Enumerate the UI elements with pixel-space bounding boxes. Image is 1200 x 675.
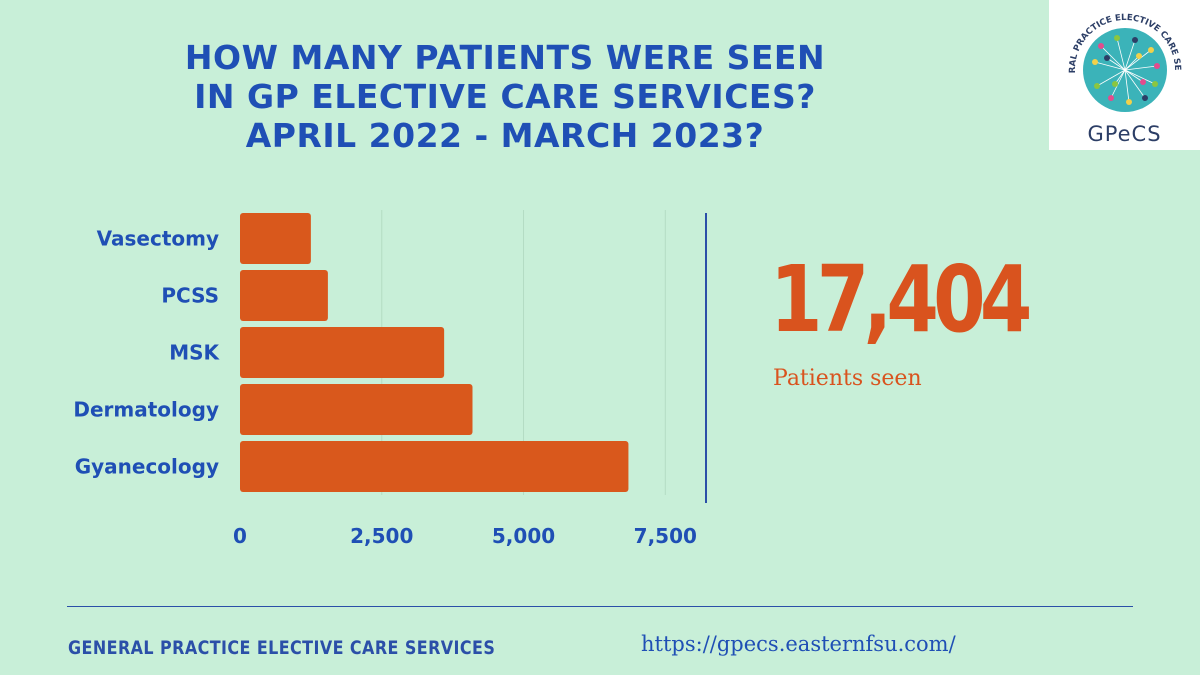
logo-dot-2	[1114, 35, 1120, 41]
category-label-vasectomy: Vasectomy	[97, 227, 219, 251]
logo-spoke-2	[1116, 37, 1126, 71]
logo-spoke-4	[1124, 49, 1152, 71]
logo-dot-14	[1112, 81, 1118, 87]
page-title: HOW MANY PATIENTS WERE SEEN IN GP ELECTI…	[100, 38, 910, 155]
logo-dot-0	[1092, 59, 1098, 65]
logo-spoke-8	[1124, 69, 1130, 103]
logo-spoke-5	[1124, 65, 1158, 71]
chart-bars	[240, 213, 629, 492]
total-patients-caption: Patients seen	[773, 366, 922, 391]
logo-spoke-0	[1094, 61, 1126, 71]
logo-dot-11	[1104, 55, 1110, 61]
bar-msk	[240, 327, 445, 378]
gpecs-logo-mark: GENERAL PRACTICE ELECTIVE CARE SERVICE	[1045, 0, 1182, 112]
x-tick-label-2: 5,000	[492, 524, 555, 548]
logo-spokes	[1092, 35, 1160, 105]
logo-wordmark: GPeCS	[1087, 122, 1162, 146]
bar-vasectomy	[240, 213, 311, 264]
footer-divider	[67, 606, 1133, 607]
logo-dot-5	[1154, 63, 1160, 69]
logo-dot-12	[1136, 53, 1142, 59]
logo-spoke-3	[1124, 39, 1136, 71]
logo-dot-10	[1094, 83, 1100, 89]
footer-url-link[interactable]: https://gpecs.easternfsu.com/	[641, 632, 956, 656]
bar-dermatology	[240, 384, 473, 435]
x-tick-label-3: 7,500	[634, 524, 697, 548]
logo-spoke-1	[1100, 45, 1126, 71]
chart-category-labels: Vasectomy PCSS MSK Dermatology Gyanecology	[73, 227, 220, 479]
logo-dot-13	[1140, 79, 1146, 85]
logo-dot-8	[1126, 99, 1132, 105]
logo-dot-9	[1108, 95, 1114, 101]
logo-spoke-10	[1096, 69, 1126, 87]
logo-spoke-12	[1124, 55, 1140, 71]
logo-spoke-13	[1124, 69, 1144, 83]
logo-spoke-7	[1124, 69, 1146, 99]
bar-gyanecology	[240, 441, 629, 492]
title-line-2: IN GP ELECTIVE CARE SERVICES?	[194, 77, 816, 116]
logo-dot-3	[1132, 37, 1138, 43]
title-line-1: HOW MANY PATIENTS WERE SEEN	[184, 38, 826, 77]
vertical-divider	[705, 213, 707, 503]
x-tick-label-1: 2,500	[350, 524, 413, 548]
chart-x-tick-labels: 0 2,500 5,000 7,500	[233, 524, 697, 548]
logo-spoke-11	[1106, 57, 1126, 71]
category-label-pcss: PCSS	[161, 284, 219, 308]
logo-spoke-6	[1124, 69, 1156, 85]
gpecs-logo: GENERAL PRACTICE ELECTIVE CARE SERVICE G…	[1045, 0, 1200, 150]
logo-dot-7	[1142, 95, 1148, 101]
category-label-dermatology: Dermatology	[73, 398, 219, 422]
x-tick-label-0: 0	[233, 524, 247, 548]
bar-pcss	[240, 270, 328, 321]
category-label-msk: MSK	[169, 341, 220, 365]
total-patients-value: 17,404	[770, 246, 1032, 353]
bar-chart: Vasectomy PCSS MSK Dermatology Gyanecology 0…	[73, 210, 697, 548]
footer-organisation: GENERAL PRACTICE ELECTIVE CARE SERVICES	[68, 637, 496, 659]
category-label-gyanecology: Gyanecology	[75, 455, 219, 479]
logo-dot-6	[1152, 81, 1158, 87]
logo-dot-1	[1098, 43, 1104, 49]
logo-dot-4	[1148, 47, 1154, 53]
title-line-3: APRIL 2022 - MARCH 2023?	[245, 116, 765, 155]
